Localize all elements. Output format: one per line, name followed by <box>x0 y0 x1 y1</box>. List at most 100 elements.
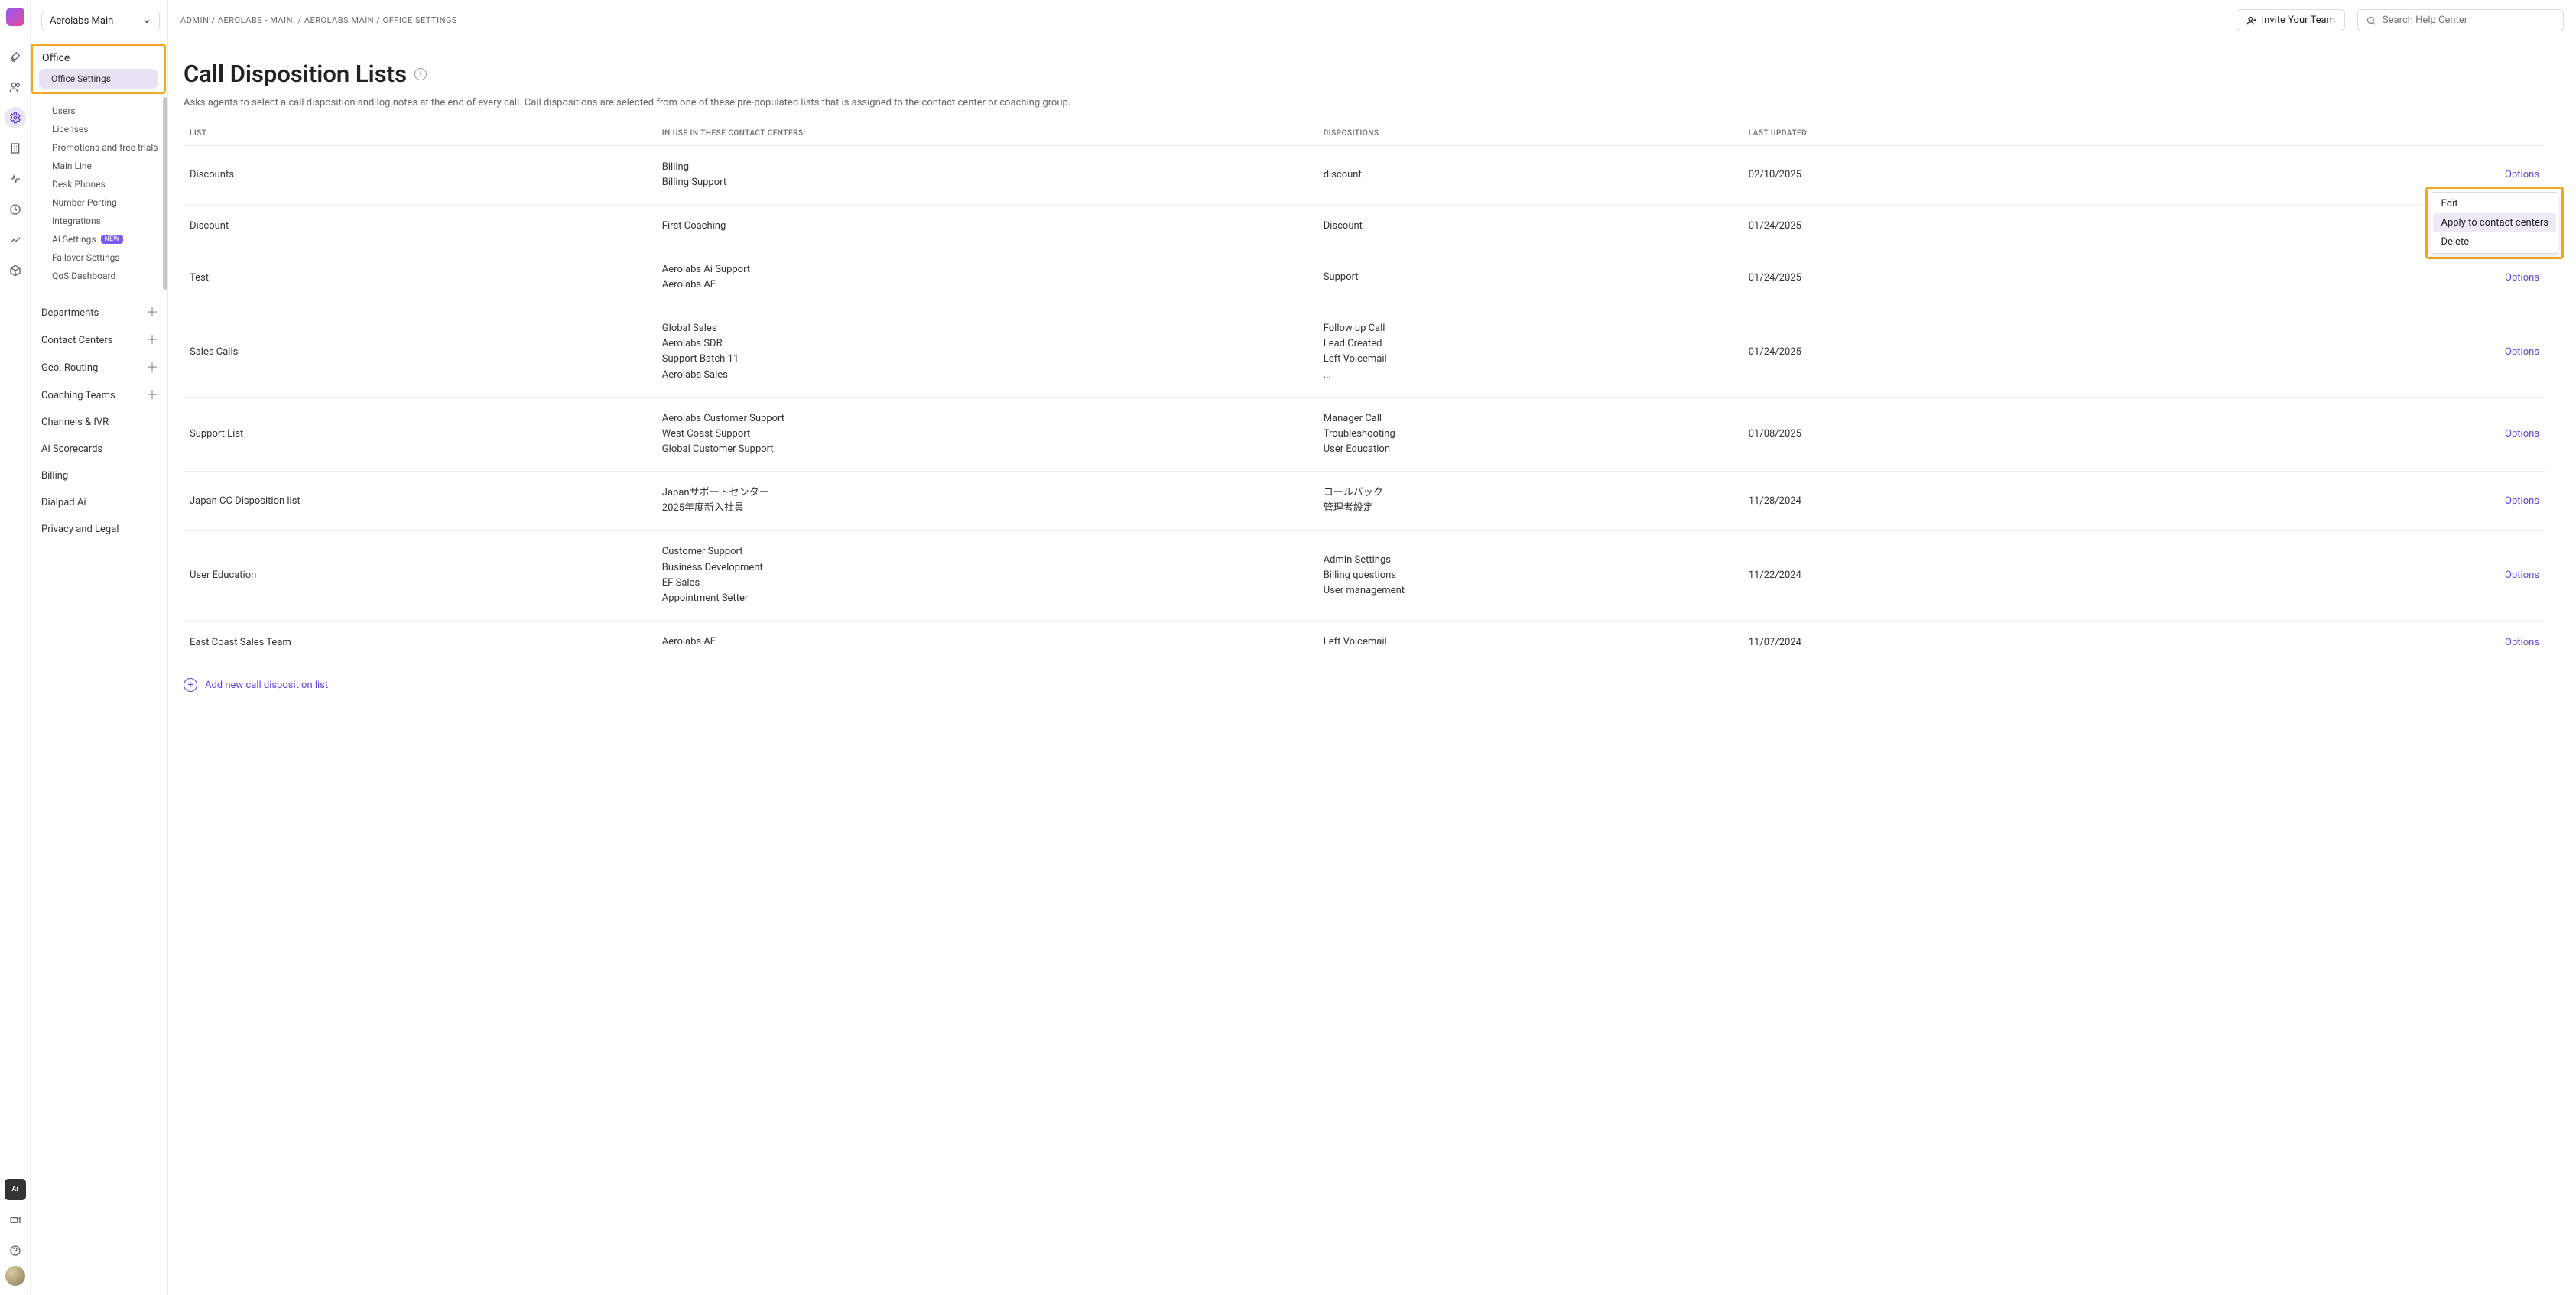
sidebar-section-coaching-teams[interactable]: Coaching Teams ＋ <box>31 381 167 409</box>
sidebar-section-label: Departments <box>41 307 99 319</box>
options-link[interactable]: Options <box>2505 346 2539 358</box>
nav-icon-rail: Ai <box>0 0 31 1295</box>
cell-list-name: Support List <box>184 397 656 471</box>
breadcrumb-item[interactable]: ADMIN <box>180 15 209 25</box>
cell-list-name: User Education <box>184 531 656 621</box>
th-centers: IN USE IN THESE CONTACT CENTERS: <box>656 125 1317 146</box>
ctx-apply-to-contact-centers[interactable]: Apply to contact centers <box>2433 213 2556 232</box>
sidebar-item-failover[interactable]: Failover Settings <box>31 248 167 267</box>
cell-last-updated: 02/10/2025 <box>1743 145 2026 204</box>
page-title: Call Disposition Lists i <box>184 60 2545 88</box>
options-link[interactable]: Options <box>2505 169 2539 180</box>
package-icon[interactable] <box>5 260 26 281</box>
users-icon[interactable] <box>5 76 26 98</box>
clock-icon[interactable] <box>5 199 26 220</box>
cell-last-updated: 01/24/2025 <box>1743 248 2026 307</box>
table-row: Sales CallsGlobal SalesAerolabs SDRSuppo… <box>184 307 2545 398</box>
ctx-edit[interactable]: Edit <box>2433 194 2556 213</box>
cell-last-updated: 11/22/2024 <box>1743 531 2026 621</box>
sidebar-section-label: Ai Scorecards <box>41 443 102 455</box>
cell-dispositions: Manager CallTroubleshootingUser Educatio… <box>1317 397 1743 471</box>
sidebar: Aerolabs Main Office Office Settings Use… <box>31 0 168 1295</box>
sidebar-section-geo-routing[interactable]: Geo. Routing ＋ <box>31 354 167 381</box>
sidebar-item-ai-settings[interactable]: Ai Settings NEW <box>31 230 167 248</box>
options-link[interactable]: Options <box>2505 570 2539 581</box>
table-row: Support ListAerolabs Customer SupportWes… <box>184 397 2545 471</box>
disposition-table: LIST IN USE IN THESE CONTACT CENTERS: DI… <box>184 125 2545 665</box>
sidebar-section-billing[interactable]: Billing <box>31 462 167 489</box>
invite-team-label: Invite Your Team <box>2262 15 2335 26</box>
options-link[interactable]: Options <box>2505 637 2539 648</box>
cell-options: Options <box>2025 307 2545 398</box>
sidebar-item-number-porting[interactable]: Number Porting <box>31 193 167 212</box>
ctx-delete[interactable]: Delete <box>2433 232 2556 252</box>
cell-dispositions: コールバック管理者設定 <box>1317 472 1743 531</box>
cell-dispositions: Left Voicemail <box>1317 621 1743 664</box>
sidebar-section-departments[interactable]: Departments ＋ <box>31 299 167 326</box>
sidebar-item-main-line[interactable]: Main Line <box>31 157 167 175</box>
cell-options: Options <box>2025 621 2545 664</box>
plus-icon[interactable]: ＋ <box>146 362 158 374</box>
app-logo[interactable] <box>6 8 24 26</box>
cell-list-name: Test <box>184 248 656 307</box>
table-row: User EducationCustomer SupportBusiness D… <box>184 531 2545 621</box>
cell-options: Options <box>2025 397 2545 471</box>
rocket-icon[interactable] <box>5 46 26 67</box>
sidebar-item-qos[interactable]: QoS Dashboard <box>31 267 167 285</box>
ai-badge-icon[interactable]: Ai <box>5 1179 26 1200</box>
search-help-field[interactable] <box>2357 9 2564 31</box>
breadcrumb-item[interactable]: AEROLABS - MAIN. <box>218 15 295 25</box>
info-icon[interactable]: i <box>414 68 427 80</box>
breadcrumb-item[interactable]: AEROLABS MAIN <box>304 15 374 25</box>
cell-contact-centers: First Coaching <box>656 204 1317 248</box>
topbar: ADMIN / AEROLABS - MAIN. / AEROLABS MAIN… <box>168 0 2576 41</box>
options-link[interactable]: Options <box>2505 272 2539 284</box>
invite-team-button[interactable]: Invite Your Team <box>2237 9 2345 31</box>
video-icon[interactable] <box>5 1209 26 1231</box>
sidebar-section-channels-ivr[interactable]: Channels & IVR <box>31 409 167 436</box>
sidebar-item-users[interactable]: Users <box>31 102 167 120</box>
sidebar-section-ai-scorecards[interactable]: Ai Scorecards <box>31 436 167 462</box>
plus-circle-icon: + <box>184 678 197 692</box>
plus-icon[interactable]: ＋ <box>146 334 158 346</box>
page-title-text: Call Disposition Lists <box>184 60 407 88</box>
table-row: TestAerolabs Ai SupportAerolabs AESuppor… <box>184 248 2545 307</box>
table-row: DiscountFirst CoachingDiscount01/24/2025… <box>184 204 2545 248</box>
sidebar-item-promotions[interactable]: Promotions and free trials <box>31 138 167 157</box>
search-help-input[interactable] <box>2383 15 2555 26</box>
plus-icon[interactable]: ＋ <box>146 389 158 401</box>
new-badge: NEW <box>101 235 124 244</box>
add-disposition-list-label: Add new call disposition list <box>205 680 328 691</box>
cell-contact-centers: Aerolabs AE <box>656 621 1317 664</box>
sidebar-item-desk-phones[interactable]: Desk Phones <box>31 175 167 193</box>
sidebar-heading-office: Office <box>36 50 161 69</box>
sidebar-section-label: Coaching Teams <box>41 390 115 401</box>
office-highlight-box: Office Office Settings <box>31 44 166 94</box>
sidebar-section-privacy-legal[interactable]: Privacy and Legal <box>31 516 167 543</box>
search-icon <box>2366 15 2376 26</box>
sidebar-item-licenses[interactable]: Licenses <box>31 120 167 138</box>
sidebar-section-dialpad-ai[interactable]: Dialpad Ai <box>31 489 167 516</box>
plus-icon[interactable]: ＋ <box>146 307 158 319</box>
th-options <box>2025 125 2545 146</box>
add-disposition-list-button[interactable]: + Add new call disposition list <box>184 664 2545 706</box>
options-context-menu: Edit Apply to contact centers Delete <box>2431 192 2558 254</box>
sidebar-section-label: Privacy and Legal <box>41 524 119 535</box>
cell-last-updated: 01/24/2025 <box>1743 204 2026 248</box>
cell-dispositions: Discount <box>1317 204 1743 248</box>
sidebar-item-office-settings[interactable]: Office Settings <box>39 69 158 89</box>
avatar[interactable] <box>5 1266 25 1286</box>
building-icon[interactable] <box>5 138 26 159</box>
sidebar-item-integrations[interactable]: Integrations <box>31 212 167 230</box>
help-icon[interactable] <box>5 1240 26 1261</box>
org-selector[interactable]: Aerolabs Main <box>41 11 160 31</box>
sidebar-section-contact-centers[interactable]: Contact Centers ＋ <box>31 326 167 354</box>
options-link[interactable]: Options <box>2505 428 2539 440</box>
options-link[interactable]: Options <box>2505 495 2539 507</box>
pulse-icon[interactable] <box>5 168 26 190</box>
gear-icon[interactable] <box>5 107 26 128</box>
sidebar-office-sublist: Users Licenses Promotions and free trial… <box>31 97 167 290</box>
trend-icon[interactable] <box>5 229 26 251</box>
table-row: DiscountsBillingBilling Supportdiscount0… <box>184 145 2545 204</box>
org-selector-label: Aerolabs Main <box>50 15 113 27</box>
